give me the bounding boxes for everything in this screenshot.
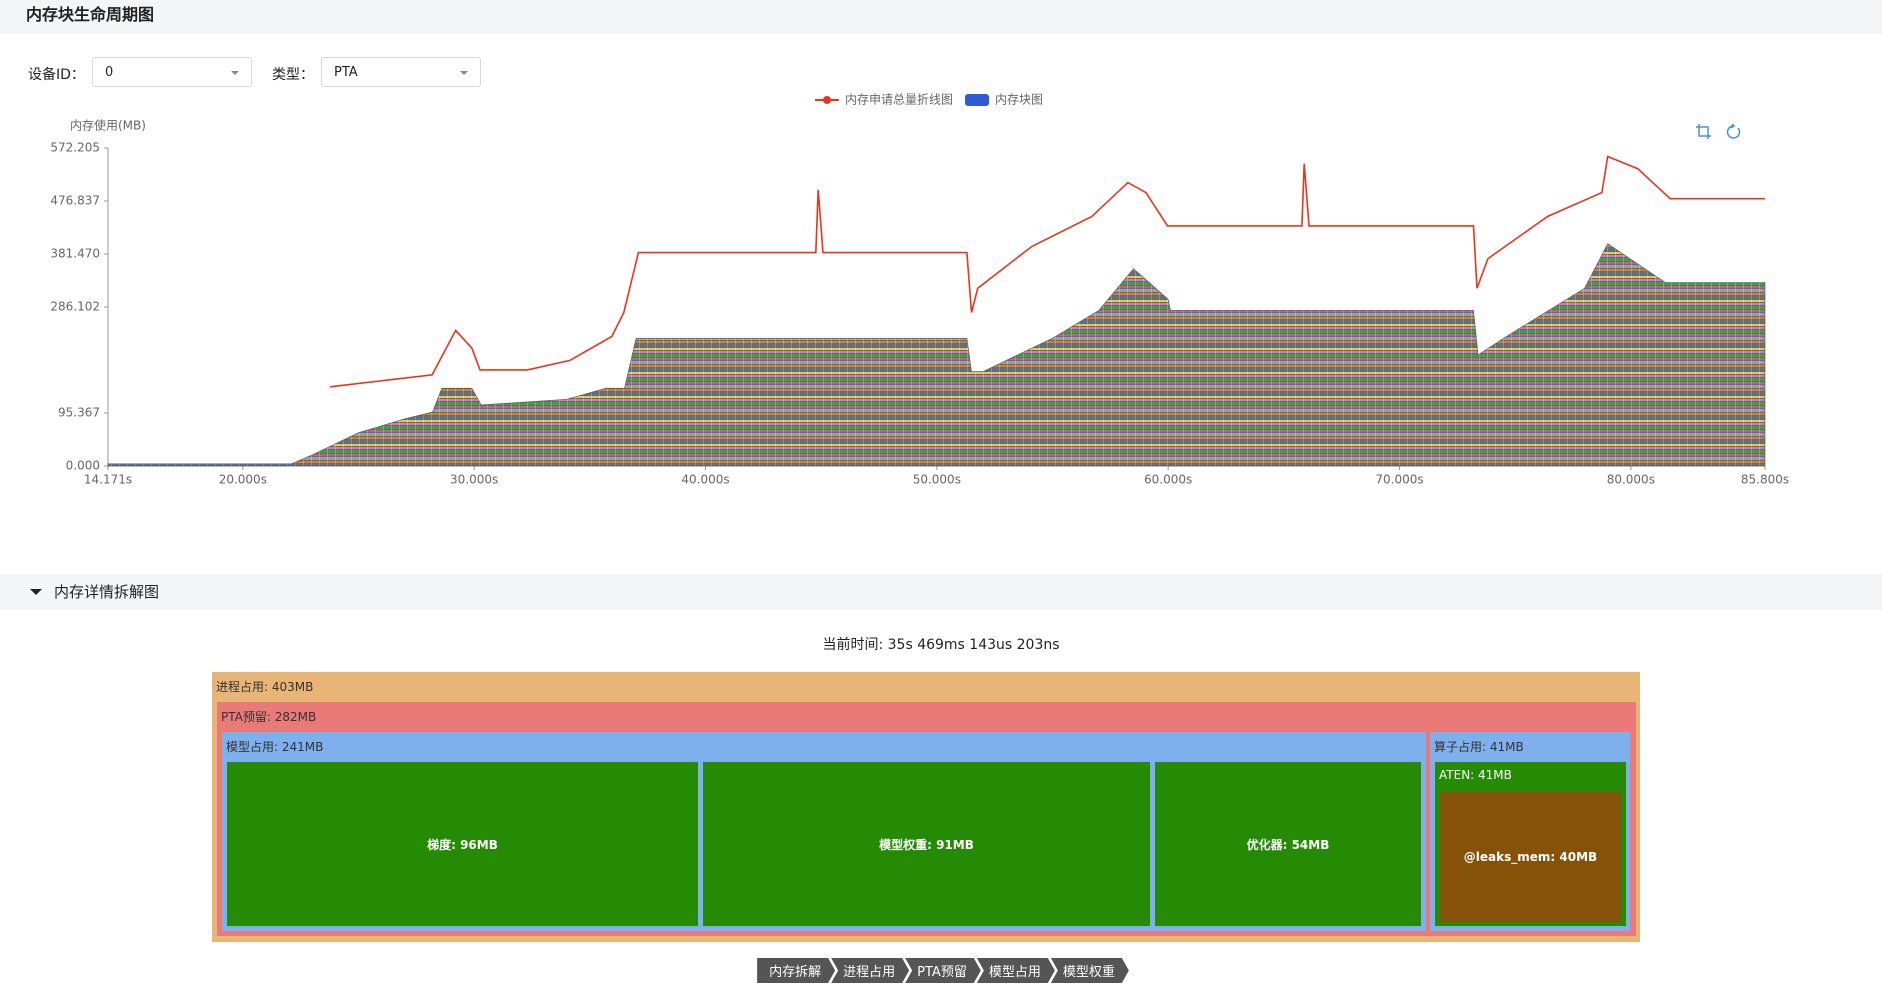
section-title[interactable]: 内存详情拆解图: [0, 574, 1882, 610]
y-tick-label: 381.470: [50, 247, 100, 261]
x-tick-label: 60.000s: [1144, 473, 1192, 487]
collapse-icon[interactable]: [30, 589, 42, 601]
legend-label: 内存块图: [995, 93, 1043, 107]
node-label: ATEN: 41MB: [1439, 768, 1512, 782]
breadcrumb-item[interactable]: 模型占用: [977, 958, 1055, 983]
y-tick-label: 476.837: [50, 194, 100, 208]
breadcrumb-item[interactable]: 进程占用: [831, 958, 909, 983]
filter-label: 类型：: [272, 67, 314, 83]
header-title: 内存块生命周期图: [0, 0, 1882, 34]
memory-blocks: [107, 243, 1766, 467]
node-label: 算子占用: 41MB: [1434, 740, 1524, 754]
x-tick-label: 14.171s: [84, 473, 132, 487]
y-tick-label: 95.367: [58, 406, 100, 420]
legend-label: 内存申请总量折线图: [845, 92, 953, 107]
breadcrumb-item[interactable]: 内存拆解: [757, 958, 835, 983]
filter-label: 设备ID：: [28, 67, 85, 83]
breadcrumb-item[interactable]: PTA预留: [905, 958, 981, 983]
total-line: [330, 155, 1765, 388]
node-label: PTA预留: 282MB: [221, 710, 317, 724]
legend-swatch: [965, 94, 990, 106]
breadcrumb-item[interactable]: 模型权重: [1051, 958, 1129, 983]
current-time: 当前时间: 35s 469ms 143us 203ns: [822, 637, 1060, 653]
y-axis-title: 内存使用(MB): [70, 118, 146, 133]
x-tick-label: 40.000s: [681, 473, 729, 487]
x-tick-label: 20.000s: [219, 473, 267, 487]
y-tick-label: 0.000: [66, 459, 100, 473]
breadcrumb: 内存拆解 进程占用 PTA预留 模型占用 模型权重: [0, 958, 1882, 983]
y-tick-label: 572.205: [50, 141, 100, 155]
treemap-leaf[interactable]: 优化器: 54MB: [1155, 762, 1421, 926]
node-label: 进程占用: 403MB: [216, 680, 314, 694]
y-tick-label: 286.102: [50, 300, 100, 314]
toolbar-icons[interactable]: [1696, 123, 1741, 139]
x-tick-label: 50.000s: [913, 473, 961, 487]
chart: 内存使用(MB) 0.000 95.367 286.102 381.470 476.837…: [50, 92, 1789, 487]
treemap-leaf[interactable]: 梯度: 96MB: [227, 762, 698, 926]
x-tick-label: 70.000s: [1375, 473, 1423, 487]
x-tick-label: 85.800s: [1741, 473, 1789, 487]
type-select[interactable]: PTA: [321, 57, 481, 87]
x-tick-label: 80.000s: [1607, 473, 1655, 487]
treemap-leaf[interactable]: 模型权重: 91MB: [703, 762, 1150, 926]
device-select[interactable]: 0: [92, 57, 252, 87]
legend-dot: [823, 96, 831, 104]
x-tick-label: 30.000s: [450, 473, 498, 487]
node-label: 模型占用: 241MB: [226, 740, 324, 754]
treemap-leaf[interactable]: @leaks_mem: 40MB: [1440, 792, 1621, 922]
